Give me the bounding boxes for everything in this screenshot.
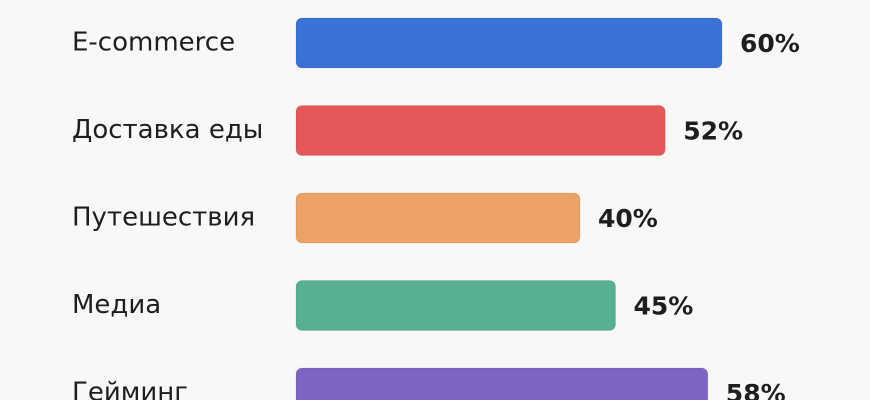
- category-label: Гейминг: [72, 378, 188, 400]
- bar: [295, 17, 723, 69]
- bar: [295, 105, 666, 156]
- category-label: E-commerce: [72, 28, 235, 58]
- category-label: Доставка еды: [72, 115, 263, 145]
- category-label: Медиа: [72, 290, 161, 320]
- bar: [295, 367, 709, 400]
- value-label: 45%: [634, 292, 694, 321]
- category-label: Путешествия: [72, 203, 255, 233]
- value-label: 60%: [740, 29, 800, 58]
- bar: [295, 192, 581, 244]
- value-label: 58%: [726, 379, 786, 400]
- value-label: 40%: [598, 204, 658, 233]
- bar: [295, 280, 616, 331]
- value-label: 52%: [683, 117, 743, 146]
